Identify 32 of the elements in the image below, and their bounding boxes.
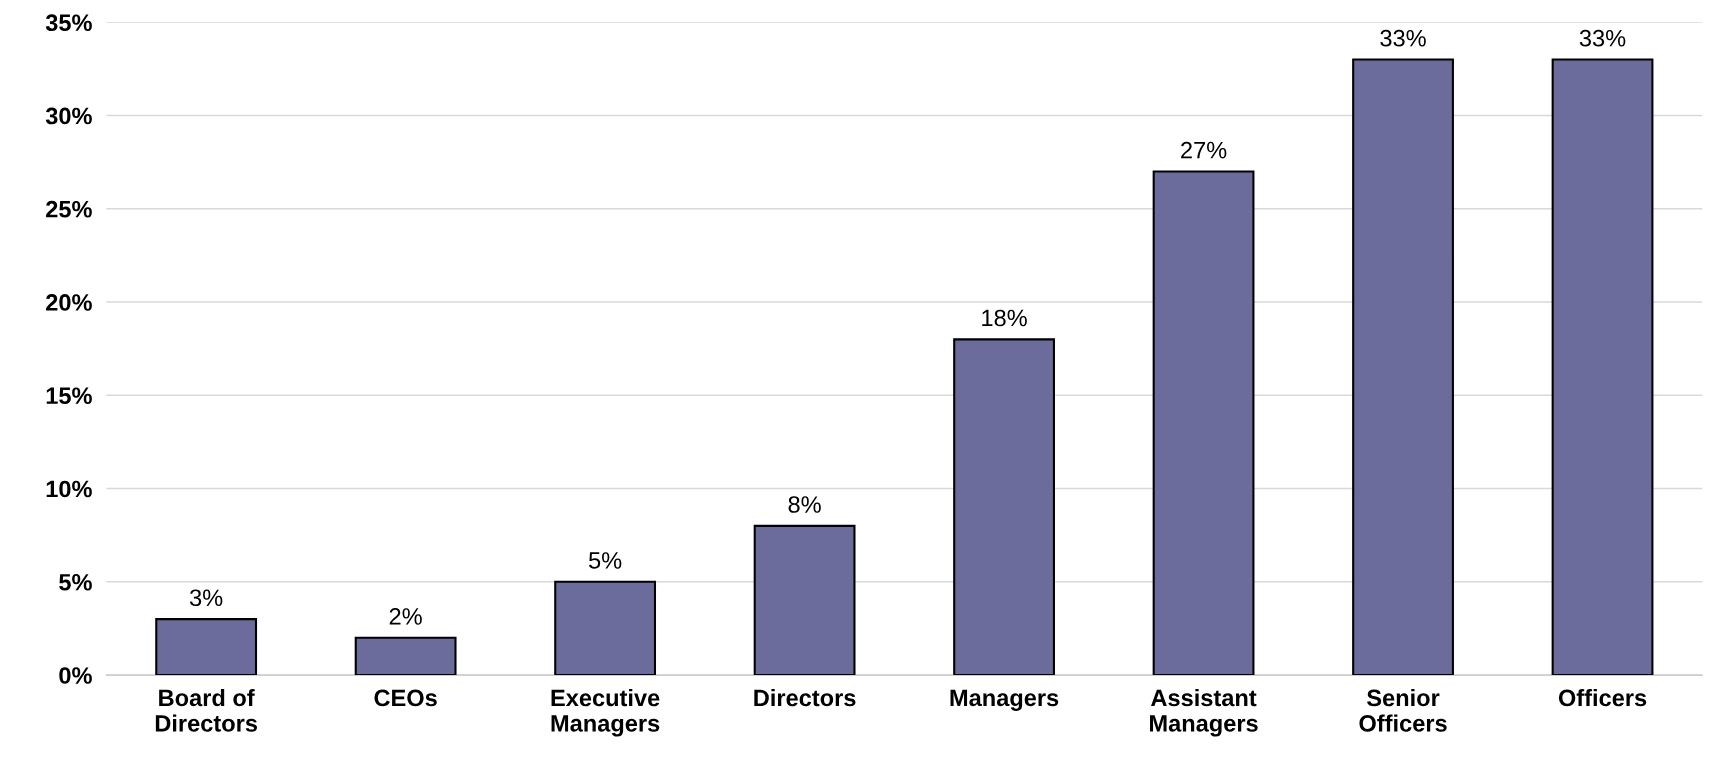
bar [1352,58,1454,676]
x-tick-label: Board of Directors [155,688,257,732]
bar [354,636,457,676]
data-label: 27% [1181,141,1227,159]
y-tick-label: 5% [59,573,92,591]
data-label: 2% [389,608,422,625]
data-label: 33% [1380,29,1426,47]
y-tick-label: 0% [59,667,92,684]
x-tick-label: CEOs [374,689,437,707]
data-label: 33% [1579,29,1626,47]
x-tick-label: Officers [1558,688,1647,707]
x-tick-label: Directors [754,688,856,707]
bar [155,618,258,676]
data-label: 8% [788,496,821,513]
data-label: 5% [588,552,622,569]
y-tick-label: 25% [46,200,92,218]
bar [1551,58,1654,676]
bar [753,524,856,676]
y-tick-label: 35% [45,14,92,32]
x-tick-label: Executive Managers [551,688,660,737]
x-tick-label: Assistant Managers [1150,688,1258,737]
bar [1152,170,1255,676]
bar [953,338,1055,676]
y-tick-label: 10% [46,480,92,498]
y-tick-label: 15% [46,387,92,405]
bar [554,580,657,676]
y-tick-label: 20% [46,294,92,311]
x-tick-label: Managers [950,689,1059,711]
x-tick-label: Senior Officers [1359,688,1447,732]
data-label: 18% [982,309,1027,327]
y-tick-label: 30% [45,107,92,125]
data-label: 3% [189,589,223,607]
